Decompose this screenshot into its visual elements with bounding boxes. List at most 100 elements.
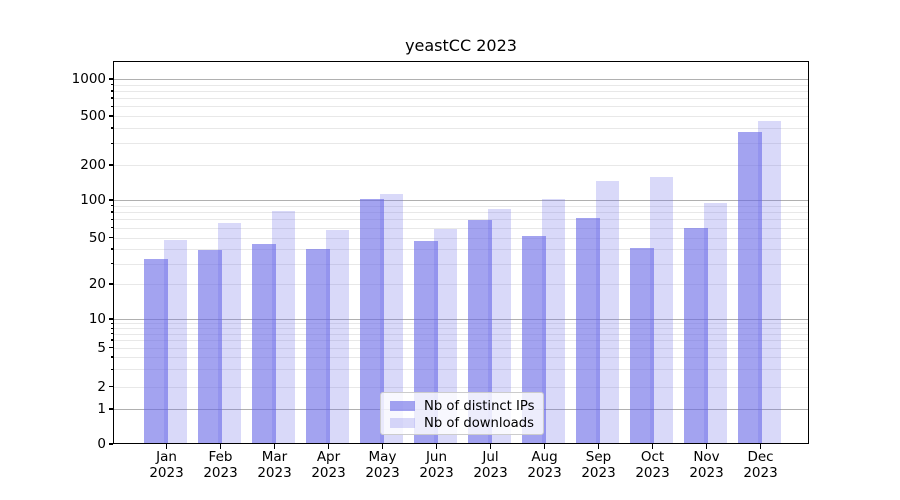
gridline-major (113, 319, 809, 320)
gridline-minor (113, 219, 809, 221)
x-label-year: 2023 (689, 464, 724, 481)
bar-downloads (703, 202, 727, 444)
x-label-year: 2023 (257, 464, 292, 481)
x-label-month: Mar (261, 449, 288, 465)
bar-distinct-ips (629, 247, 654, 444)
y-axis-tick-label: 0 (97, 436, 106, 452)
x-label-month: Dec (747, 449, 774, 465)
y-tick-mark (108, 318, 113, 320)
legend-row-distinct-ips: Nb of distinct IPs (381, 398, 543, 414)
y-tick-mark (108, 283, 113, 285)
x-tick-mark (651, 444, 654, 449)
bar-distinct-ips (197, 250, 222, 444)
y-minor-tick-mark (110, 339, 113, 341)
y-minor-tick-mark (110, 105, 113, 107)
gridline-minor (113, 98, 809, 100)
gridline-minor (113, 205, 809, 207)
gridline-minor (113, 263, 809, 265)
gridline-minor (113, 347, 809, 349)
x-label-year: 2023 (419, 464, 454, 481)
y-minor-tick-mark (110, 368, 113, 370)
x-tick-mark (327, 444, 330, 449)
y-minor-tick-mark (110, 327, 113, 329)
x-tick-mark (165, 444, 168, 449)
bar-distinct-ips (683, 227, 708, 444)
y-minor-tick-mark (110, 83, 113, 86)
y-axis-tick-label: 1 (97, 401, 106, 417)
gridline-minor (113, 127, 809, 129)
y-tick-mark (108, 237, 113, 239)
bar-distinct-ips (575, 217, 600, 444)
y-axis-tick-label: 10 (88, 311, 106, 327)
x-label-month: Oct (640, 449, 665, 465)
chart-title: yeastCC 2023 (405, 36, 517, 55)
y-axis-tick-label: 2 (97, 378, 106, 395)
y-tick-mark (108, 115, 113, 117)
gridline-minor (113, 333, 809, 335)
y-tick-mark (108, 78, 113, 80)
x-axis-tick-label: Dec 2023 (733, 449, 789, 481)
x-tick-mark (219, 444, 222, 449)
gridline-minor (113, 227, 809, 229)
y-minor-tick-mark (110, 356, 113, 358)
gridline-minor (113, 237, 809, 239)
y-axis-tick-label: 1000 (71, 71, 106, 87)
x-tick-mark (489, 444, 492, 449)
x-label-year: 2023 (743, 464, 778, 481)
bar-distinct-ips (251, 244, 276, 444)
bar-downloads (163, 239, 187, 444)
y-minor-tick-mark (110, 90, 113, 92)
legend-label-downloads: Nb of downloads (424, 415, 534, 431)
y-axis-tick-label: 50 (88, 229, 106, 246)
y-minor-tick-mark (110, 248, 113, 250)
gridline-minor (113, 386, 809, 388)
x-label-year: 2023 (365, 464, 400, 481)
y-minor-tick-mark (110, 218, 113, 221)
x-axis-tick-label: May 2023 (355, 449, 411, 481)
x-label-month: Sep (585, 449, 612, 465)
legend-swatch-downloads (390, 417, 415, 429)
x-label-year: 2023 (149, 464, 184, 481)
x-label-year: 2023 (581, 464, 616, 481)
x-tick-mark (543, 444, 546, 449)
x-label-month: Jun (425, 449, 448, 465)
y-axis-tick-label: 500 (80, 108, 106, 124)
x-label-year: 2023 (527, 464, 562, 481)
y-minor-tick-mark (110, 333, 113, 335)
x-axis-tick-label: Jan 2023 (139, 449, 195, 481)
plot-area (113, 61, 809, 444)
bar-downloads (541, 198, 565, 444)
x-tick-mark (705, 444, 708, 449)
gridline-minor (113, 328, 809, 330)
y-minor-tick-mark (110, 127, 113, 129)
x-label-month: Jul (482, 449, 499, 465)
gridline-minor (113, 90, 809, 92)
gridline-minor (113, 356, 809, 358)
y-minor-tick-mark (110, 211, 113, 213)
gridline-minor (113, 212, 809, 214)
y-minor-tick-mark (110, 142, 113, 144)
x-axis-tick-label: Oct 2023 (625, 449, 681, 481)
x-axis-tick-label: Feb 2023 (193, 449, 249, 481)
x-axis-tick-label: Mar 2023 (247, 449, 303, 481)
y-minor-tick-mark (110, 262, 113, 265)
x-tick-mark (273, 444, 276, 449)
gridline-minor (113, 106, 809, 108)
bar-distinct-ips (305, 248, 330, 444)
x-axis-tick-label: Apr 2023 (301, 449, 357, 481)
bar-downloads (217, 222, 241, 444)
gridline-minor (113, 248, 809, 250)
y-tick-mark (108, 408, 113, 410)
gridline-minor (113, 340, 809, 341)
y-axis-tick-label: 5 (97, 339, 106, 356)
gridline-minor (113, 323, 809, 325)
x-label-year: 2023 (311, 464, 346, 481)
x-axis-tick-label: Nov 2023 (679, 449, 735, 481)
y-axis-tick-label: 200 (80, 157, 106, 173)
bar-downloads (379, 193, 403, 444)
gridline-major (113, 200, 809, 201)
x-tick-mark (759, 444, 762, 449)
x-label-year: 2023 (473, 464, 508, 481)
gridline-major (113, 79, 809, 80)
